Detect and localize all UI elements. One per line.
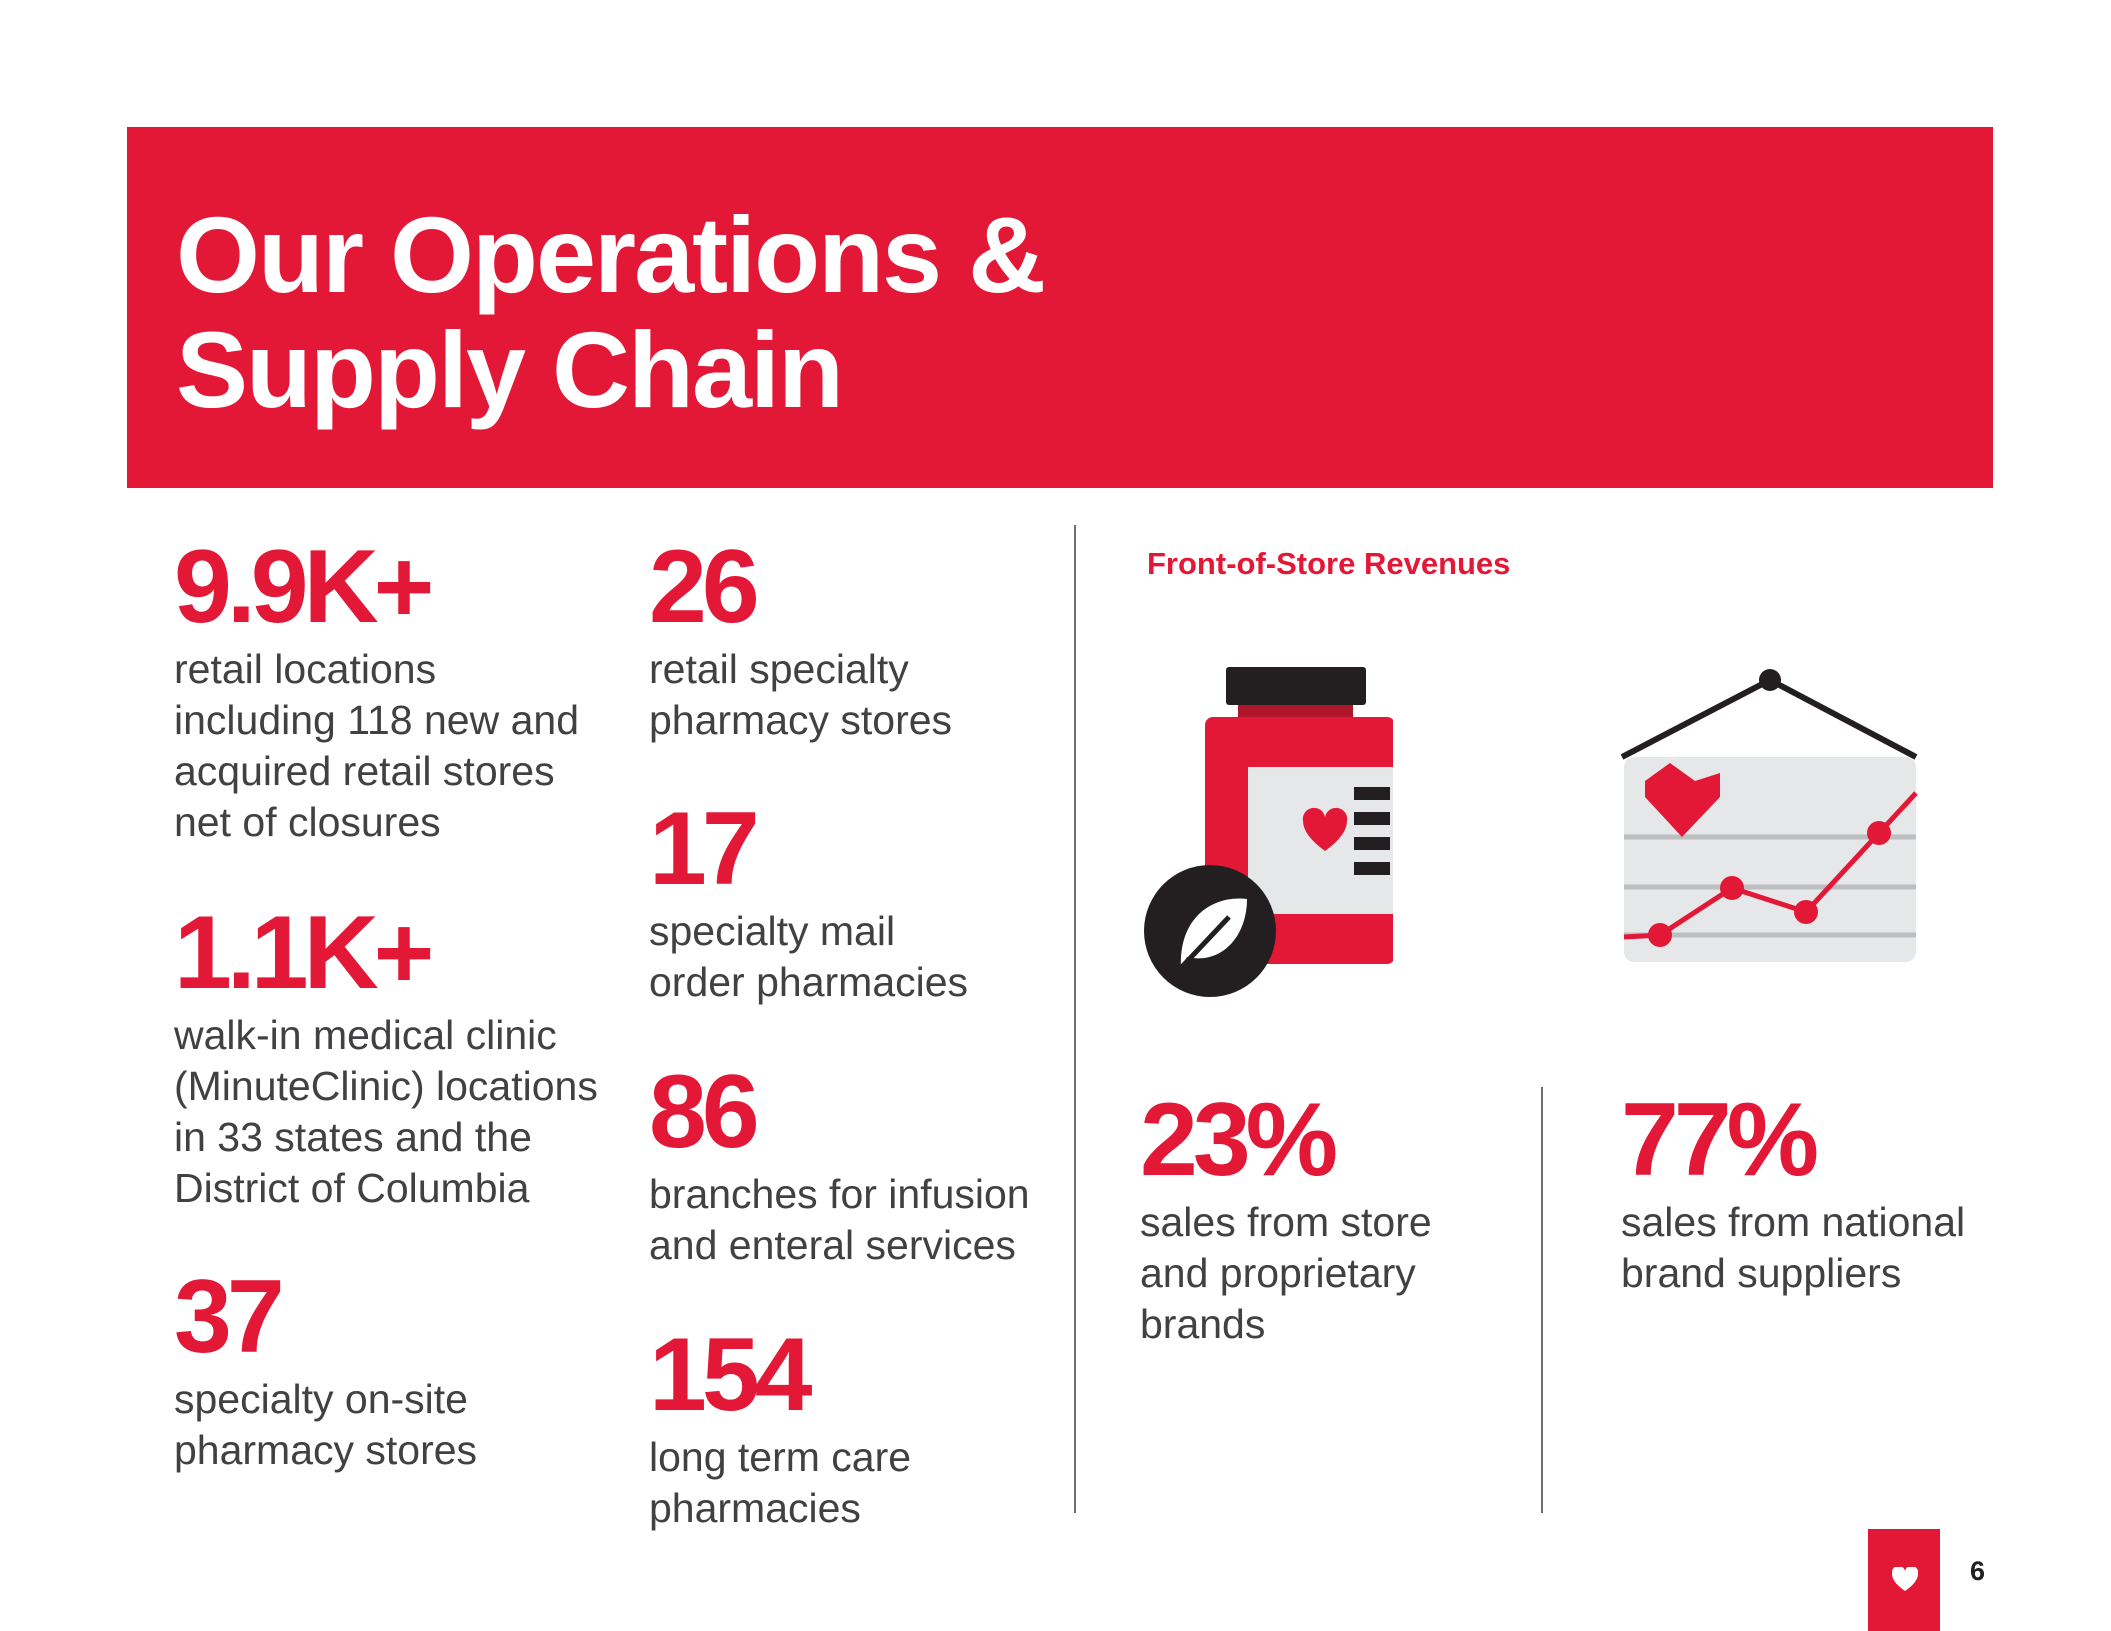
stat-minuteclinic-locations: 1.1K+ walk-in medical clinic (MinuteClin…: [174, 901, 598, 1214]
stat-number: 1.1K+: [174, 895, 434, 1011]
column-divider: [1074, 525, 1076, 1513]
front-of-store-title: Front-of-Store Revenues: [1147, 546, 1511, 581]
hanging-sign-chart-icon: [1620, 665, 1920, 970]
header-banner: Our Operations & Supply Chain: [127, 127, 1993, 488]
stat-number: 86: [649, 1054, 760, 1170]
stat-description: sales from store and proprietary brands: [1140, 1199, 1432, 1347]
stat-mail-order-pharmacies: 17 specialty mail order pharmacies: [649, 797, 968, 1008]
stat-number: 77%: [1621, 1082, 1819, 1198]
stat-infusion-branches: 86 branches for infusion and enteral ser…: [649, 1060, 1030, 1271]
stat-onsite-pharmacies: 37 specialty on-site pharmacy stores: [174, 1265, 477, 1476]
stat-national-brands-share: 77% sales from national brand suppliers: [1621, 1088, 1965, 1299]
stat-description: sales from national brand suppliers: [1621, 1199, 1966, 1296]
stat-retail-specialty-pharmacies: 26 retail specialty pharmacy stores: [649, 535, 952, 746]
stat-number: 9.9K+: [174, 529, 434, 645]
stat-number: 37: [174, 1259, 285, 1375]
stat-number: 17: [649, 791, 760, 907]
stat-store-brands-share: 23% sales from store and proprietary bra…: [1140, 1088, 1432, 1350]
stat-description: branches for infusion and enteral servic…: [649, 1171, 1030, 1268]
stat-long-term-care-pharmacies: 154 long term care pharmacies: [649, 1323, 911, 1534]
heart-icon: [1891, 1565, 1919, 1596]
stat-number: 26: [649, 529, 760, 645]
stat-retail-locations: 9.9K+ retail locations including 118 new…: [174, 535, 579, 848]
page-number: 6: [1970, 1556, 1986, 1586]
stat-description: specialty on-site pharmacy stores: [174, 1376, 478, 1473]
page-title-line1: Our Operations &: [176, 194, 1046, 315]
stat-description: long term care pharmacies: [649, 1434, 912, 1531]
stat-number: 154: [649, 1317, 813, 1433]
page-title-line2: Supply Chain: [176, 309, 844, 430]
stat-divider: [1541, 1087, 1543, 1513]
page-marker: [1868, 1529, 1940, 1631]
stat-description: walk-in medical clinic (MinuteClinic) lo…: [174, 1012, 598, 1211]
pill-bottle-leaf-icon: [1143, 667, 1395, 1002]
stat-number: 23%: [1140, 1082, 1338, 1198]
page-title: Our Operations & Supply Chain: [176, 194, 1046, 430]
stat-description: retail locations including 118 new and a…: [174, 646, 579, 845]
stat-description: specialty mail order pharmacies: [649, 908, 969, 1005]
stat-description: retail specialty pharmacy stores: [649, 646, 953, 743]
